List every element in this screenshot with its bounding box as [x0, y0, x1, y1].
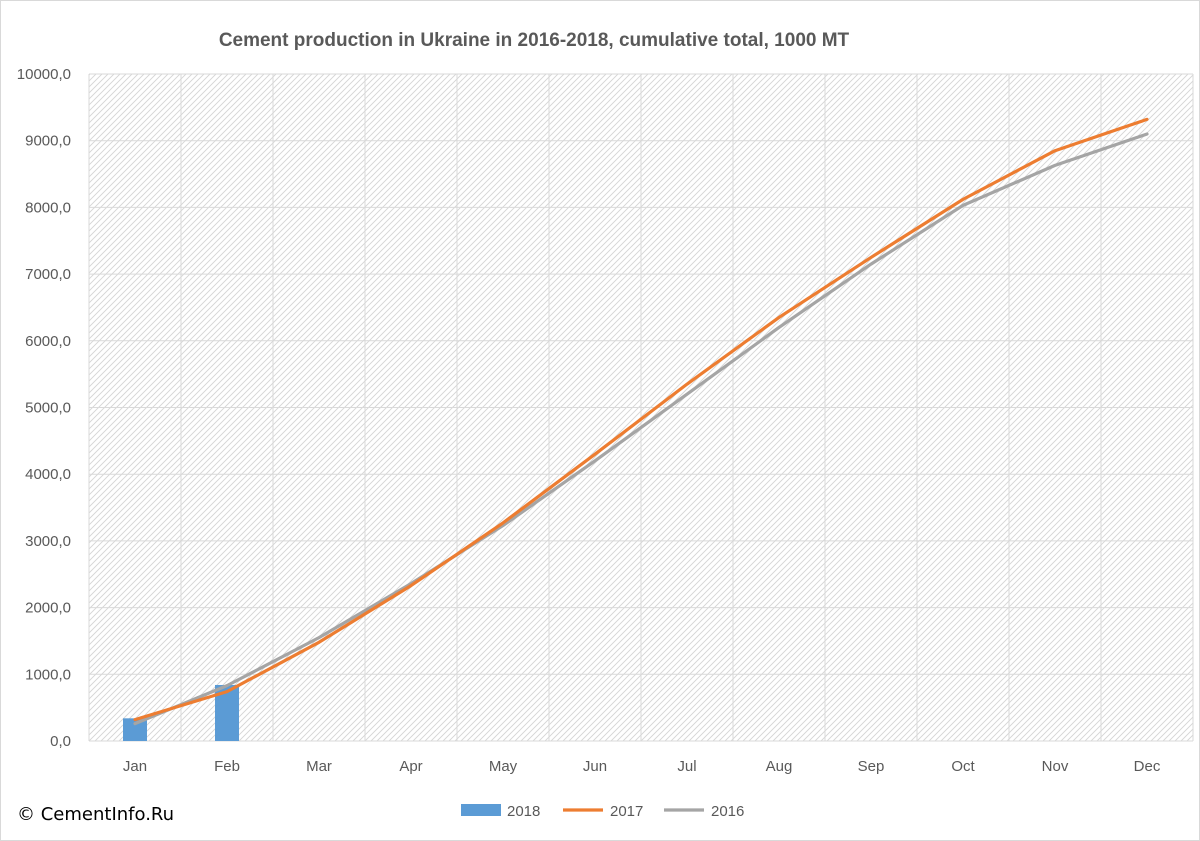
- x-tick-label: Oct: [951, 758, 975, 775]
- chart-title: Cement production in Ukraine in 2016-201…: [219, 30, 850, 51]
- x-tick-label: Dec: [1134, 758, 1161, 775]
- legend: 2018 2017 2016: [461, 803, 744, 820]
- legend-label-2017: 2017: [610, 803, 643, 820]
- x-tick-label: Nov: [1042, 758, 1069, 775]
- y-tick-label: 0,0: [50, 733, 71, 750]
- x-tick-label: Mar: [306, 758, 332, 775]
- bar-2018-jan: [123, 718, 147, 741]
- y-tick-label: 3000,0: [25, 533, 71, 550]
- copyright-text: © CementInfo.Ru: [17, 804, 175, 825]
- legend-swatch-2018: [461, 804, 501, 816]
- x-tick-label: Feb: [214, 758, 240, 775]
- x-tick-label: Sep: [858, 758, 885, 775]
- y-tick-label: 6000,0: [25, 333, 71, 350]
- x-tick-label: Aug: [766, 758, 793, 775]
- x-tick-label: Jan: [123, 758, 147, 775]
- x-tick-label: May: [489, 758, 518, 775]
- y-axis-tick-labels: 0,0 1000,0 2000,0 3000,0 4000,0 5000,0 6000,0 7…: [17, 66, 71, 750]
- x-tick-label: Jul: [677, 758, 696, 775]
- y-tick-label: 10000,0: [17, 66, 71, 83]
- x-tick-label: Jun: [583, 758, 607, 775]
- line-series-2016: [133, 132, 1149, 726]
- line-series-2017: [133, 117, 1149, 722]
- line-series-layer: [133, 117, 1149, 726]
- x-axis-tick-labels: Jan Feb Mar Apr May Jun Jul Aug Sep Oct Nov Dec: [123, 758, 1161, 775]
- y-tick-label: 4000,0: [25, 466, 71, 483]
- legend-label-2016: 2016: [711, 803, 744, 820]
- x-tick-label: Apr: [399, 758, 422, 775]
- y-tick-label: 1000,0: [25, 666, 71, 683]
- y-tick-label: 9000,0: [25, 133, 71, 150]
- y-tick-label: 7000,0: [25, 266, 71, 283]
- legend-label-2018: 2018: [507, 803, 540, 820]
- y-tick-label: 2000,0: [25, 600, 71, 617]
- y-tick-label: 8000,0: [25, 199, 71, 216]
- gridlines: [88, 73, 1194, 742]
- y-tick-label: 5000,0: [25, 400, 71, 417]
